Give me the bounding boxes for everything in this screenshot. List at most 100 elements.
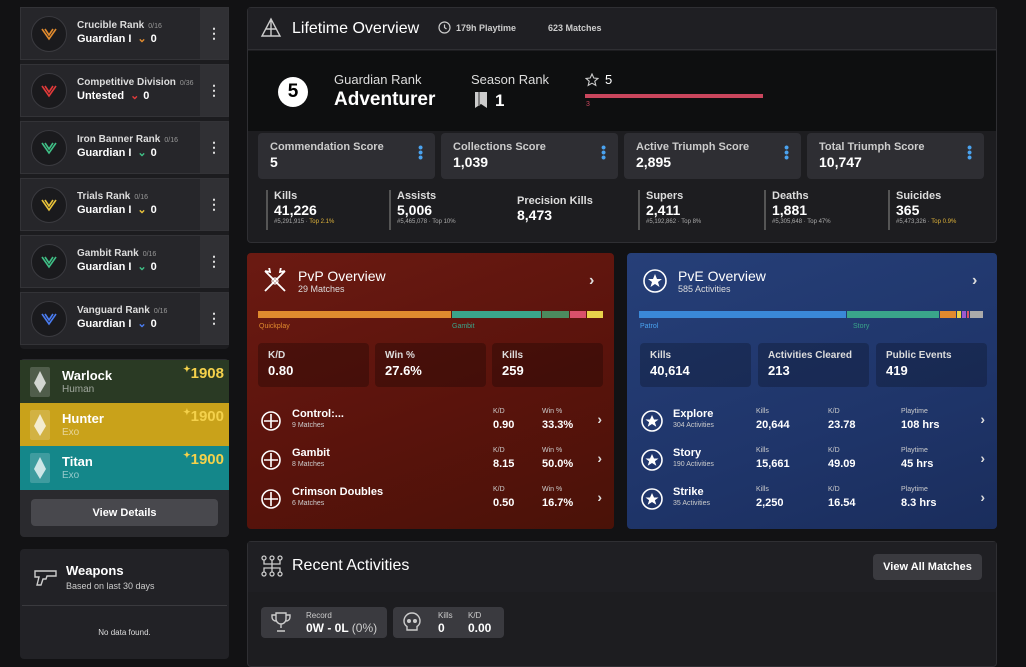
- rank-title: Competitive Division 0/36: [77, 77, 200, 90]
- power-value: 1908: [190, 365, 224, 382]
- chevron-right-icon[interactable]: ›: [980, 450, 985, 466]
- view-all-matches-button[interactable]: View All Matches: [873, 554, 982, 580]
- score-value: 1,039: [453, 154, 489, 170]
- more-options-icon[interactable]: ⋮: [200, 179, 228, 230]
- mode-sub: 190 Activities: [673, 461, 714, 468]
- kd-label: K/D: [493, 486, 505, 493]
- pvp-open-chevron[interactable]: ›: [589, 272, 595, 289]
- rank-progress: 0/36: [179, 80, 194, 88]
- playtime-value: 8.3 hrs: [901, 497, 937, 509]
- record-value-text: 0W - 0L: [306, 621, 349, 635]
- stat-label: Kills: [650, 350, 672, 361]
- stat-label: Deaths: [772, 190, 809, 202]
- pvp-mode-row[interactable]: Control:... 9 Matches K/D 0.90 Win % 33.3% ›: [247, 405, 614, 439]
- pvp-mode-row[interactable]: Gambit 8 Matches K/D 8.15 Win % 50.0% ›: [247, 444, 614, 478]
- recent-kills-label: Kills: [438, 611, 453, 620]
- pvp-stat-card: K/D 0.80: [258, 343, 369, 387]
- pve-bar-segment: [970, 311, 983, 318]
- chevron-right-icon[interactable]: ›: [597, 489, 602, 505]
- more-options-icon[interactable]: ⋮: [200, 293, 228, 344]
- kd-value: 0.50: [493, 497, 515, 509]
- more-options-icon[interactable]: ⋮: [200, 65, 228, 116]
- pve-bar-segment: [957, 311, 961, 318]
- rank-row[interactable]: Crucible Rank 0/16 Guardian I ⌄ 0 ⋮: [20, 7, 229, 60]
- pve-open-chevron[interactable]: ›: [972, 272, 978, 289]
- rank-title: Crucible Rank 0/16: [77, 20, 200, 33]
- stat-label: Win %: [385, 350, 415, 361]
- more-options-icon[interactable]: • • •: [784, 139, 789, 165]
- rank-text: Gambit Rank 0/16 Guardian I ⌄ 0: [77, 248, 200, 274]
- character-info: Warlock Human: [62, 369, 112, 395]
- pvp-stat-card: Kills 259: [492, 343, 603, 387]
- star-icon: [584, 72, 600, 92]
- more-options-icon[interactable]: • • •: [967, 139, 972, 165]
- lifetime-stat: Deaths 1,881 #5,305,648 · Top 47%: [764, 190, 831, 230]
- crossed-swords-icon: [262, 266, 288, 299]
- character-info: Hunter Exo: [62, 412, 104, 438]
- mode-sub: 304 Activities: [673, 422, 714, 429]
- crucible-rank-icon: [31, 15, 67, 52]
- rank-sub: Guardian I ⌄ 0: [77, 318, 200, 332]
- pve-mode-row[interactable]: Strike 35 Activities Kills 2,250 K/D 16.54 Pla…: [628, 483, 997, 517]
- stat-value: 1,881: [772, 202, 808, 218]
- playtime-value: 45 hrs: [901, 458, 934, 470]
- stat-rank: #5,305,648 · Top 47%: [772, 219, 831, 225]
- more-options-icon[interactable]: ⋮: [200, 236, 228, 287]
- kd-value: 16.54: [828, 497, 856, 509]
- record-pct: (0%): [351, 621, 378, 635]
- pvp-mode-row[interactable]: Crimson Doubles 6 Matches K/D 0.50 Win % 16.7…: [247, 483, 614, 517]
- rank-row[interactable]: Competitive Division 0/36 Untested ⌄ 0 ⋮: [20, 64, 229, 117]
- chevron-right-icon[interactable]: ›: [980, 489, 985, 505]
- view-details-button[interactable]: View Details: [31, 499, 218, 526]
- chevron-right-icon[interactable]: ›: [597, 411, 602, 427]
- more-options-icon[interactable]: ⋮: [200, 122, 228, 173]
- weapons-panel: [20, 549, 229, 659]
- pve-subtitle: 585 Activities: [678, 284, 731, 294]
- more-options-icon[interactable]: • • •: [601, 139, 606, 165]
- chevron-right-icon[interactable]: ›: [980, 411, 985, 427]
- character-race: Exo: [62, 426, 80, 438]
- rank-progress: 0/16: [134, 194, 148, 202]
- rank-title-label: Competitive Division: [77, 77, 176, 89]
- pve-mode-row[interactable]: Explore 304 Activities Kills 20,644 K/D 23.78…: [628, 405, 997, 439]
- character-warlock[interactable]: Warlock Human ✦1908: [20, 360, 229, 404]
- chevron-right-icon[interactable]: ›: [597, 450, 602, 466]
- rank-progress: 0/16: [164, 137, 178, 145]
- rank-row[interactable]: Gambit Rank 0/16 Guardian I ⌄ 0 ⋮: [20, 235, 229, 288]
- kd-label: K/D: [828, 486, 840, 493]
- more-options-icon[interactable]: ⋮: [200, 8, 228, 59]
- lifetime-title: Lifetime Overview: [292, 20, 420, 37]
- character-class: Titan: [62, 454, 93, 470]
- mode-sub: 35 Activities: [673, 500, 710, 507]
- score-label: Total Triumph Score: [819, 141, 925, 153]
- pve-bar-label-patrol: Patrol: [640, 323, 659, 330]
- rank-row[interactable]: Vanguard Rank 0/16 Guardian I ⌄ 0 ⋮: [20, 292, 229, 345]
- rank-sub-label: Untested: [77, 89, 125, 102]
- pve-stat-card: Kills 40,614: [640, 343, 751, 387]
- win-label: Win %: [542, 447, 563, 454]
- rank-sub-label: Guardian I: [77, 260, 132, 273]
- pve-mode-row[interactable]: Story 190 Activities Kills 15,661 K/D 49.09 Pl…: [628, 444, 997, 478]
- rank-sub-label: Guardian I: [77, 32, 132, 45]
- pvp-bar-segment: [542, 311, 569, 318]
- rank-row[interactable]: Trials Rank 0/16 Guardian I ⌄ 0 ⋮: [20, 178, 229, 231]
- rank-title: Iron Banner Rank 0/16: [77, 134, 200, 147]
- recent-kills-value: 0: [438, 621, 445, 635]
- mode-sub: 6 Matches: [292, 500, 325, 507]
- power-value: 1900: [190, 408, 224, 425]
- pvp-stat-card: Win % 27.6%: [375, 343, 486, 387]
- pvp-bar-label-gambit: Gambit: [452, 323, 475, 330]
- pvp-panel: [247, 253, 614, 529]
- control-icon: [259, 409, 283, 433]
- rank-title-label: Crucible Rank: [77, 20, 145, 32]
- pve-bar-segment: [639, 311, 846, 318]
- iron-banner-rank-icon: [31, 129, 67, 166]
- character-titan[interactable]: Titan Exo ✦1900: [20, 446, 229, 490]
- character-hunter[interactable]: Hunter Exo ✦1900: [20, 403, 229, 447]
- mode-sub: 8 Matches: [292, 461, 325, 468]
- rank-row[interactable]: Iron Banner Rank 0/16 Guardian I ⌄ 0 ⋮: [20, 121, 229, 174]
- lifetime-stat: Supers 2,411 #5,192,862 · Top 8%: [638, 190, 701, 230]
- recent-header: [248, 542, 996, 592]
- score-label: Collections Score: [453, 141, 546, 153]
- more-options-icon[interactable]: • • •: [418, 139, 423, 165]
